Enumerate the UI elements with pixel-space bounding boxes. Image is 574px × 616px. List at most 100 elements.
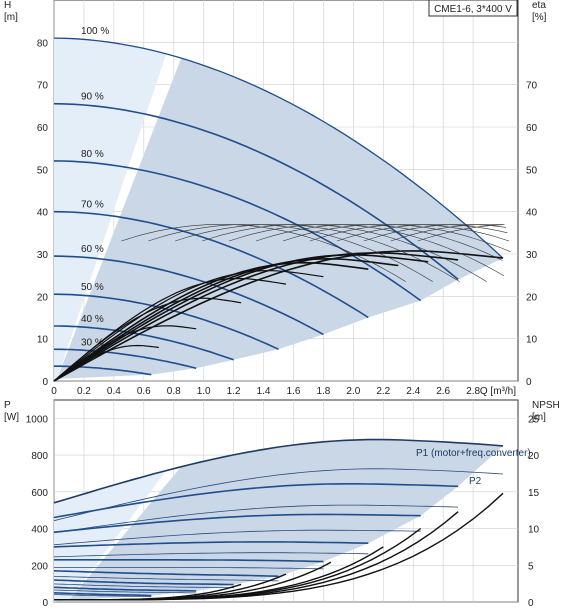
power-p2-curve-0 <box>53 468 504 522</box>
eta-axis-label: eta <box>532 0 546 11</box>
eta-envelope-arc-10 <box>390 224 505 242</box>
qh-x-tick-label: 0 <box>51 386 57 397</box>
qh-curve-3 <box>53 210 369 319</box>
qh-x-tick-label: 2.0 <box>346 386 360 397</box>
qh-x-tick-label: 0.8 <box>167 386 181 397</box>
qh-curve-label-7: 30 % <box>81 337 104 348</box>
eta-envelope-arc-3 <box>202 224 487 282</box>
power-p1-curve-6 <box>53 579 234 586</box>
power-y-tick-label: 400 <box>31 525 48 536</box>
power-y-tick-label: 0 <box>42 598 48 609</box>
qh-y-tick-label: 80 <box>37 38 49 49</box>
npsh-y-tick-label: 15 <box>528 488 540 499</box>
eta-curve-9 <box>53 344 159 382</box>
power-p2-curve-4 <box>54 567 324 570</box>
eta-envelope-arc-5 <box>256 224 503 261</box>
power-y-axis-unit: [W] <box>4 412 19 423</box>
npsh-y-tick-label: 20 <box>528 451 540 462</box>
qh-curve-7 <box>54 348 197 370</box>
qh-y-tick-label: 30 <box>37 250 49 261</box>
qh-x-tick-label: 0.6 <box>137 386 151 397</box>
npsh-y-tick-label: 10 <box>528 525 540 536</box>
qh-curve-label-6: 40 % <box>81 314 104 325</box>
eta-y-tick-label: 30 <box>526 250 538 261</box>
qh-curve-label-3: 70 % <box>81 200 104 211</box>
qh-y-tick-label: 20 <box>37 292 49 303</box>
qh-y-axis-unit: [m] <box>4 12 18 23</box>
qh-curve-4 <box>53 255 324 336</box>
qh-curve-label-5: 50 % <box>81 282 104 293</box>
eta-y-tick-label: 60 <box>526 123 538 134</box>
power-p1-curve-0 <box>53 438 504 504</box>
qh-x-tick-label: 1.0 <box>197 386 211 397</box>
power-p2-curve-1 <box>53 504 459 534</box>
qh-x-tick-label: 1.8 <box>316 386 330 397</box>
npsh-curve-6 <box>54 583 242 601</box>
power-series-label-1: P2 <box>469 476 482 487</box>
eta-y-tick-label: 20 <box>526 292 538 303</box>
eta-axis-unit: [%] <box>532 12 547 23</box>
qh-curve-label-2: 80 % <box>81 149 104 160</box>
power-p1-curve-8 <box>53 592 152 597</box>
eta-y-tick-label: 50 <box>526 165 538 176</box>
npsh-y-tick-label: 25 <box>528 414 540 425</box>
power-y-tick-label: 800 <box>31 451 48 462</box>
qh-x-tick-label: 1.2 <box>227 386 241 397</box>
eta-envelope-arc-9 <box>363 224 507 242</box>
power-y-tick-label: 1000 <box>26 414 49 425</box>
eta-curve-4 <box>53 261 369 382</box>
eta-curve-2 <box>53 254 429 382</box>
power-p1-curve-2 <box>53 513 421 533</box>
qh-y-tick-label: 10 <box>37 335 49 346</box>
qh-x-tick-label: 2.8 <box>466 386 480 397</box>
qh-y-tick-label: 0 <box>42 377 48 388</box>
qh-y-tick-label: 70 <box>37 81 49 92</box>
power-y-axis-label: P <box>4 400 11 411</box>
x-axis-label: Q [m³/h] <box>480 386 516 397</box>
eta-envelope-arc-4 <box>229 224 505 277</box>
qh-curve-0 <box>53 37 504 259</box>
power-p1-curve-5 <box>53 570 279 578</box>
power-p2-curve-8 <box>54 594 152 598</box>
power-p1-curve-3 <box>53 541 369 548</box>
title-box <box>428 0 518 17</box>
power-y-tick-label: 600 <box>31 488 48 499</box>
power-p2-curve-5 <box>53 576 279 582</box>
eta-curve-8 <box>53 325 197 382</box>
qh-x-tick-label: 0.2 <box>77 386 91 397</box>
power-p2-curve-6 <box>53 583 234 589</box>
qh-curve-2 <box>53 160 422 302</box>
qh-y-axis-label: H <box>4 0 11 11</box>
eta-y-tick-label: 10 <box>526 335 538 346</box>
qh-operating-region <box>57 58 503 379</box>
eta-envelope-arc-11 <box>417 224 504 242</box>
power-series-label-0: P1 (motor+freq.converter) <box>416 448 531 459</box>
eta-y-tick-label: 40 <box>526 208 538 219</box>
eta-envelope-arc-1 <box>148 224 433 282</box>
power-p1-curve-1 <box>53 483 459 519</box>
qh-y-tick-label: 50 <box>37 165 49 176</box>
eta-envelope-arc-2 <box>175 224 460 282</box>
qh-x-tick-label: 1.4 <box>257 386 271 397</box>
eta-curve-7 <box>53 297 242 382</box>
npsh-axis-unit: [m] <box>532 412 546 423</box>
qh-curve-label-0: 100 % <box>81 26 109 37</box>
power-p2-curve-7 <box>53 589 197 594</box>
qh-curve-label-1: 90 % <box>81 92 104 103</box>
qh-y-tick-label: 40 <box>37 208 49 219</box>
eta-y-tick-label: 70 <box>526 81 538 92</box>
power-p1-curve-4 <box>54 559 324 563</box>
chart-title: CME1-6, 3*400 V <box>434 4 512 15</box>
qh-y-tick-label: 60 <box>37 123 49 134</box>
qh-x-tick-label: 1.6 <box>287 386 301 397</box>
npsh-y-tick-label: 5 <box>528 561 534 572</box>
qh-curve-6 <box>54 325 234 361</box>
qh-x-tick-label: 2.6 <box>436 386 450 397</box>
eta-envelope-arc-0 <box>121 224 406 282</box>
npsh-y-tick-label: 0 <box>528 598 534 609</box>
power-y-tick-label: 200 <box>31 561 48 572</box>
power-p2-curve-3 <box>53 552 369 558</box>
power-p2-curve-2 <box>53 529 421 546</box>
